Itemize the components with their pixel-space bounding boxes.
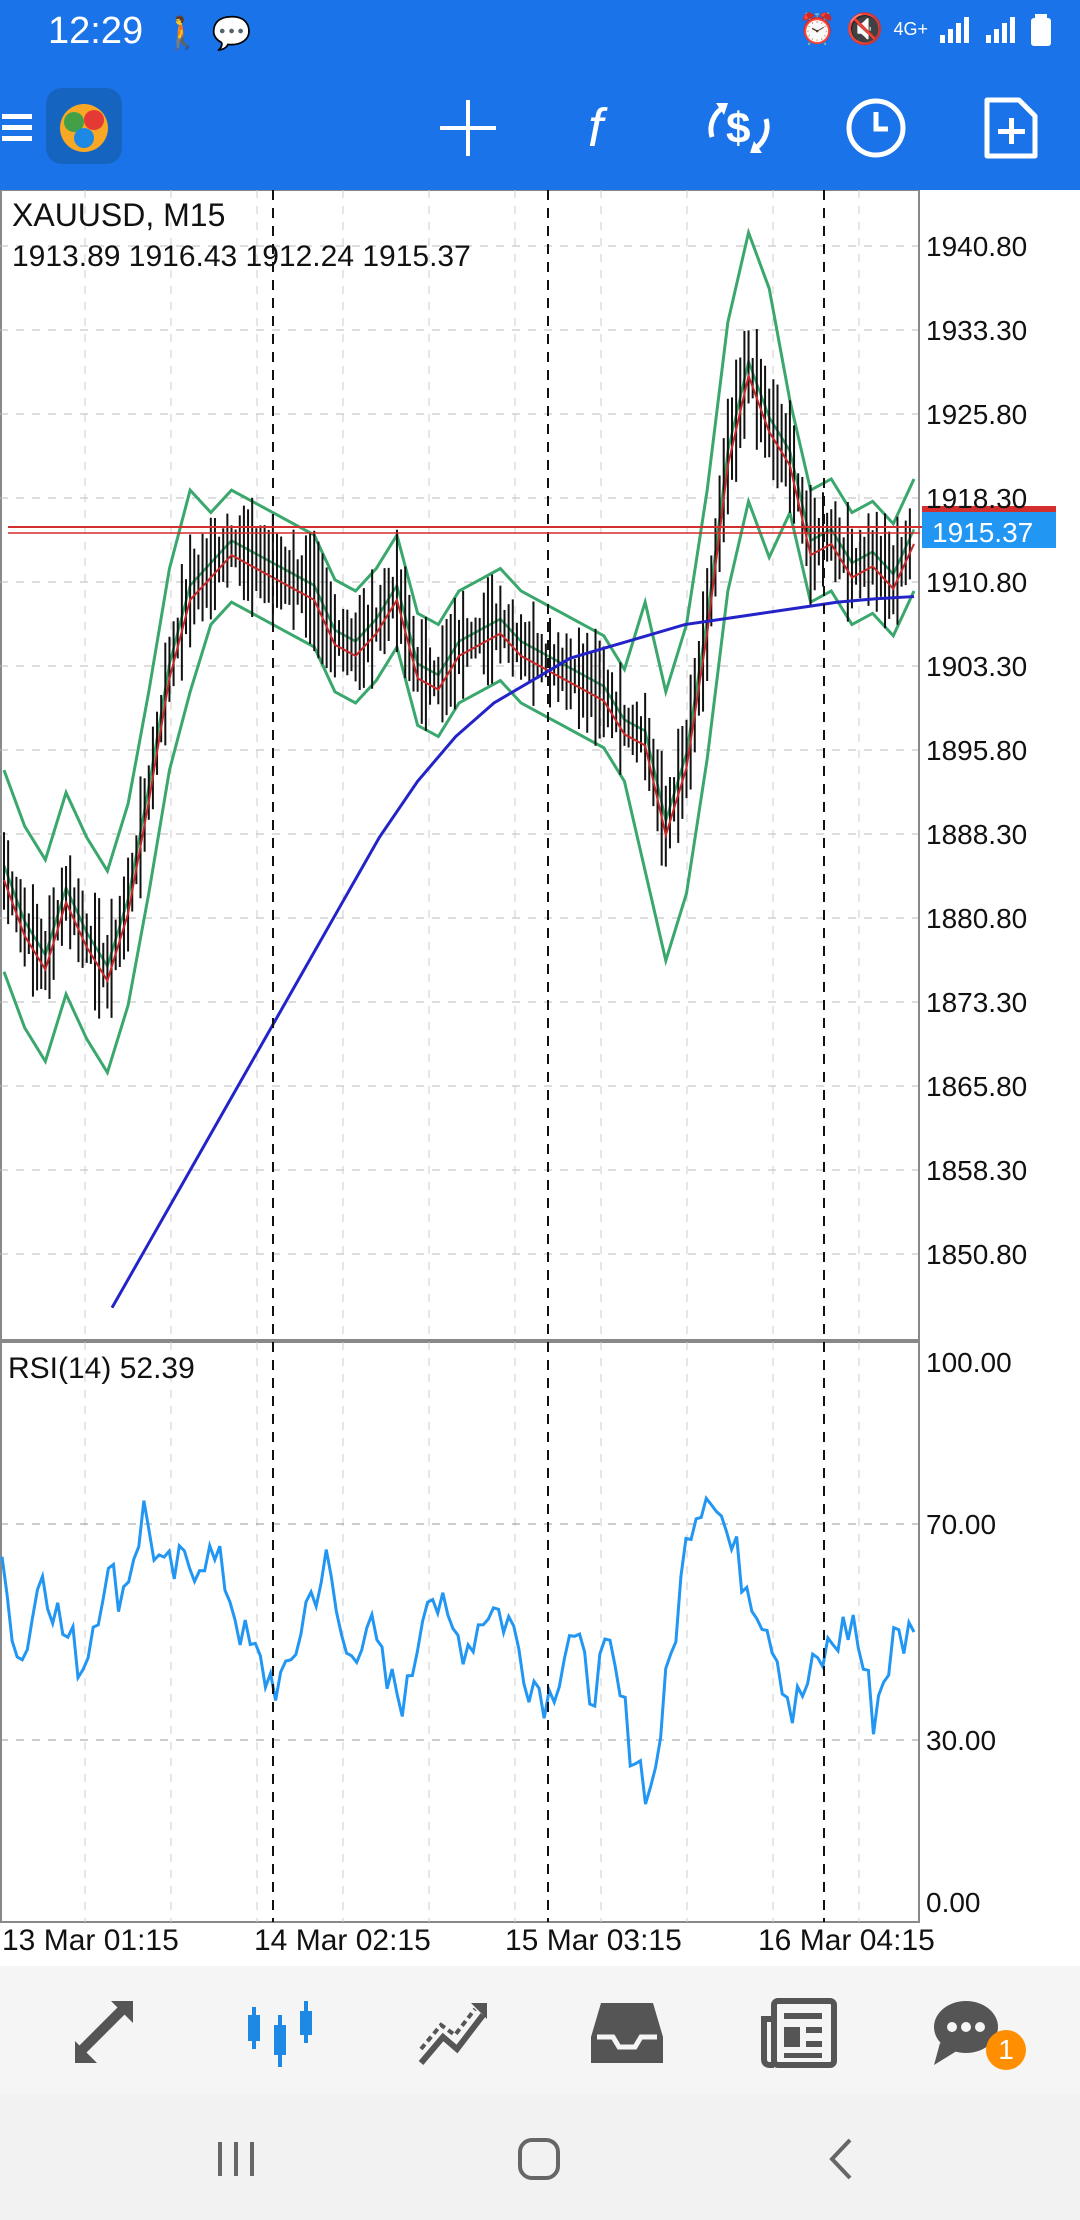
price-tick: 1903.30 <box>926 651 1027 682</box>
session-separators <box>272 190 825 1922</box>
time-tick-2: 14 Mar 02:15 <box>254 1924 431 1957</box>
back-icon <box>829 2138 852 2180</box>
bollinger-lower <box>2 496 916 1077</box>
news-icon <box>761 1998 837 2068</box>
price-tick: 1865.80 <box>926 1071 1027 1102</box>
nav-trade[interactable] <box>408 1988 498 2078</box>
price-tick: 1933.30 <box>926 315 1027 346</box>
crosshair-button[interactable] <box>432 92 504 164</box>
price-tick: 1918.30 <box>926 483 1027 514</box>
timeframe-button[interactable] <box>840 92 912 164</box>
signal-icon-2 <box>986 16 1015 43</box>
nav-history[interactable] <box>582 1988 672 2078</box>
svg-text:f: f <box>588 98 608 158</box>
quotes-arrows-icon <box>75 2001 133 2063</box>
crosshair-icon <box>440 100 496 156</box>
rsi-label: RSI(14) 52.39 <box>8 1352 195 1385</box>
time-axis: 13 Mar 01:15 14 Mar 02:15 15 Mar 03:15 1… <box>2 1924 935 1957</box>
price-tick: 1888.30 <box>926 819 1027 850</box>
hamburger-icon <box>2 114 32 141</box>
rsi-axis: 100.00 70.00 30.00 0.00 <box>926 1347 1012 1918</box>
chart-area[interactable]: 1915.37 1940.80 1933.30 1925.80 1918.30 1910… <box>0 189 1080 1966</box>
battery-icon <box>1031 13 1051 46</box>
ma-fast <box>3 372 915 984</box>
price-tick: 1873.30 <box>926 987 1027 1018</box>
nav-news[interactable] <box>755 1988 845 2078</box>
rsi-tick: 100.00 <box>926 1347 1012 1378</box>
rsi-tick: 30.00 <box>926 1725 996 1756</box>
signal-icon <box>940 16 969 43</box>
price-axis: 1940.80 1933.30 1925.80 1918.30 1910.80 1903.… <box>926 231 1027 1270</box>
app-logo <box>44 86 124 166</box>
time-tick-4: 16 Mar 04:15 <box>758 1924 935 1957</box>
status-time: 12:29 <box>48 10 144 52</box>
price-tick: 1858.30 <box>926 1155 1027 1186</box>
mute-icon: 🔇 <box>846 13 884 46</box>
nav-messages[interactable]: 1 <box>906 1988 1026 2078</box>
document-plus-icon <box>984 97 1038 159</box>
ohlc-label: 1913.89 1916.43 1912.24 1915.37 <box>12 240 471 273</box>
home-icon <box>518 2138 560 2180</box>
alarm-icon: ⏰ <box>798 13 837 46</box>
home-button[interactable] <box>504 2124 574 2194</box>
nav-chart[interactable] <box>235 1988 325 2078</box>
price-tick: 1895.80 <box>926 735 1027 766</box>
clock-icon <box>846 98 906 158</box>
chat-icon <box>934 2001 998 2065</box>
menu-button[interactable] <box>0 92 58 164</box>
price-tick: 1940.80 <box>926 231 1027 262</box>
bottom-nav: 1 <box>0 1966 1080 2094</box>
new-order-button[interactable] <box>975 92 1047 164</box>
rsi-line <box>0 1495 916 1805</box>
price-chart[interactable]: 1915.37 1940.80 1933.30 1925.80 1918.30 1910… <box>0 189 1080 1966</box>
bollinger-upper <box>2 227 916 875</box>
inbox-icon <box>591 2003 663 2063</box>
price-tick: 1925.80 <box>926 399 1027 430</box>
time-tick-3: 15 Mar 03:15 <box>505 1924 682 1957</box>
price-tick: 1880.80 <box>926 903 1027 934</box>
recent-apps-icon <box>218 2142 254 2176</box>
indicators-button[interactable]: f <box>568 92 640 164</box>
recent-apps-button[interactable] <box>202 2124 272 2194</box>
current-price-badge <box>922 512 1056 548</box>
price-tick: 1910.80 <box>926 567 1027 598</box>
rsi-tick: 70.00 <box>926 1509 996 1540</box>
network-label: 4G+ <box>893 19 928 39</box>
trade-icon <box>418 2003 487 2065</box>
candles-icon <box>248 2001 312 2067</box>
system-nav <box>0 2094 1080 2220</box>
price-tick: 1850.80 <box>926 1239 1027 1270</box>
trade-button[interactable]: $ <box>703 92 775 164</box>
status-bar: 12:29 🚶 💬 ⏰ 🔇 4G+ <box>0 0 1080 62</box>
symbol-label: XAUUSD, M15 <box>12 197 225 233</box>
trade-dollar-icon: $ <box>708 103 770 153</box>
nav-quotes[interactable] <box>62 1988 152 2078</box>
messages-badge: 1 <box>986 2030 1026 2070</box>
ma-slow <box>110 595 915 1309</box>
function-icon: f <box>588 98 608 158</box>
svg-text:$: $ <box>726 104 750 153</box>
current-price-label: 1915.37 <box>932 517 1033 548</box>
person-icon: 🚶 <box>162 15 202 51</box>
chart-toolbar: f $ <box>0 62 1080 190</box>
message-icon: 💬 <box>211 15 252 51</box>
back-button[interactable] <box>808 2124 878 2194</box>
rsi-tick: 0.00 <box>926 1887 981 1918</box>
time-tick-1: 13 Mar 01:15 <box>2 1924 179 1957</box>
metatrader-logo-icon <box>46 88 122 164</box>
